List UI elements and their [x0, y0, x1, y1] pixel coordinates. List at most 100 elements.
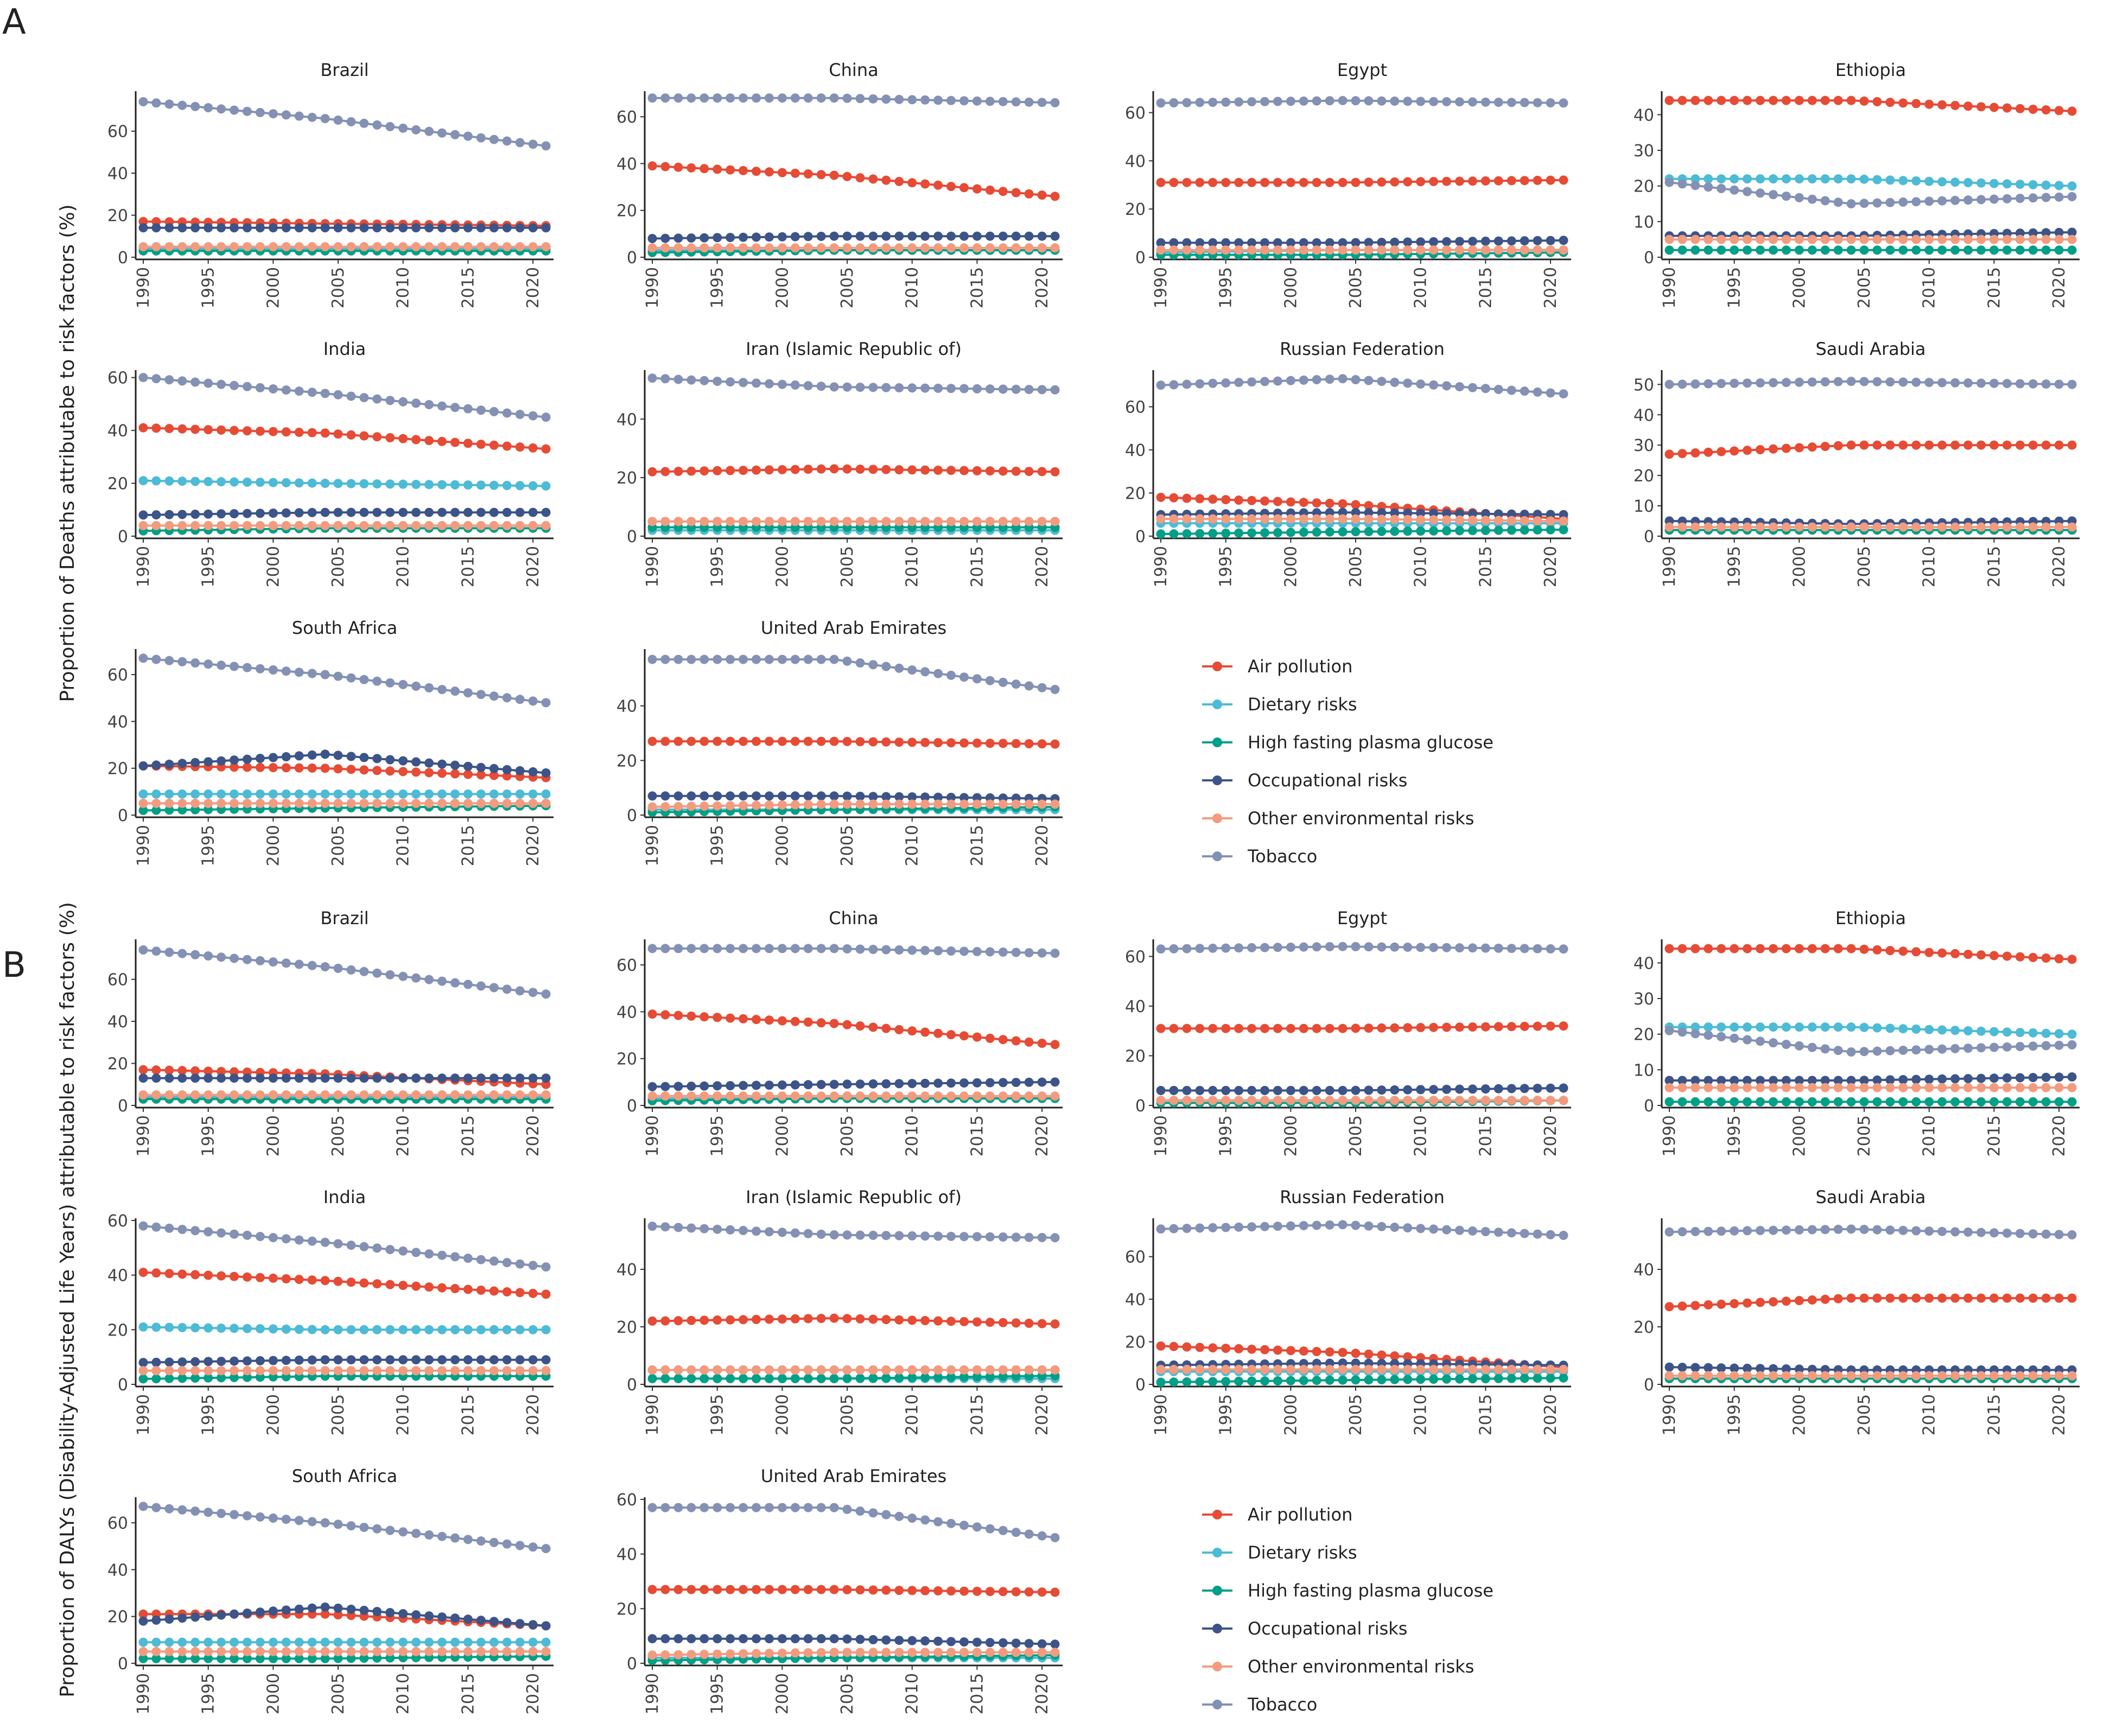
- data-point-tobacco: [2015, 1042, 2025, 1051]
- data-point-other-environmental-risks: [777, 243, 787, 253]
- data-point-tobacco: [255, 664, 265, 673]
- data-point-air-pollution: [920, 1027, 930, 1037]
- data-point-tobacco: [515, 138, 525, 148]
- data-point-air-pollution: [1976, 950, 1986, 960]
- data-point-dietary-risks: [294, 478, 304, 488]
- y-tick-label: 40: [1125, 152, 1146, 171]
- data-point-tobacco: [515, 986, 525, 996]
- data-point-tobacco: [1325, 374, 1334, 384]
- data-point-other-environmental-risks: [1050, 243, 1060, 253]
- data-point-tobacco: [398, 679, 408, 689]
- data-point-dietary-risks: [385, 1637, 395, 1647]
- data-point-dietary-risks: [151, 789, 161, 799]
- data-point-tobacco: [1924, 1226, 1934, 1236]
- data-point-tobacco: [1011, 948, 1021, 957]
- data-point-air-pollution: [726, 165, 735, 175]
- data-point-air-pollution: [1455, 1022, 1464, 1032]
- data-point-dietary-risks: [151, 1637, 161, 1647]
- data-point-occupational-risks: [1677, 1076, 1687, 1085]
- data-point-air-pollution: [230, 762, 239, 772]
- data-point-occupational-risks: [1690, 1363, 1700, 1372]
- data-point-occupational-risks: [1704, 1076, 1713, 1085]
- data-point-air-pollution: [1924, 1293, 1934, 1303]
- data-point-air-pollution: [700, 1315, 709, 1325]
- data-point-other-environmental-risks: [1403, 514, 1413, 524]
- data-point-occupational-risks: [164, 1614, 174, 1624]
- data-point-other-environmental-risks: [2002, 234, 2012, 244]
- data-point-tobacco: [1769, 190, 1778, 200]
- data-point-occupational-risks: [1911, 1074, 1921, 1084]
- data-point-occupational-risks: [946, 1078, 956, 1088]
- data-point-air-pollution: [2041, 105, 2051, 115]
- data-point-air-pollution: [2002, 951, 2012, 961]
- data-point-tobacco: [803, 1503, 813, 1512]
- data-point-dietary-risks: [164, 789, 174, 799]
- data-point-high-fasting-plasma-glucose: [647, 1373, 657, 1383]
- data-point-tobacco: [463, 1254, 473, 1263]
- data-point-tobacco: [177, 1505, 187, 1515]
- data-point-dietary-risks: [450, 789, 460, 799]
- data-point-dietary-risks: [1717, 174, 1726, 184]
- data-point-occupational-risks: [647, 1634, 657, 1644]
- series-line-tobacco: [652, 377, 1056, 391]
- data-point-tobacco: [1221, 943, 1231, 953]
- data-point-tobacco: [138, 1221, 148, 1231]
- data-point-other-environmental-risks: [164, 242, 174, 252]
- data-point-air-pollution: [1208, 1343, 1218, 1353]
- data-point-other-environmental-risks: [320, 798, 330, 808]
- data-point-high-fasting-plasma-glucose: [1846, 245, 1856, 255]
- data-point-high-fasting-plasma-glucose: [920, 1372, 930, 1382]
- data-point-occupational-risks: [151, 1357, 161, 1367]
- data-point-occupational-risks: [217, 1073, 226, 1083]
- data-point-other-environmental-risks: [307, 1366, 317, 1376]
- data-point-tobacco: [294, 1516, 304, 1525]
- data-point-other-environmental-risks: [1885, 234, 1895, 244]
- data-point-occupational-risks: [385, 755, 395, 765]
- data-point-tobacco: [881, 94, 891, 104]
- legend-key-point: [1212, 1700, 1222, 1709]
- data-point-tobacco: [1325, 942, 1334, 951]
- data-point-other-environmental-risks: [294, 521, 304, 530]
- data-point-occupational-risks: [1546, 510, 1555, 519]
- data-point-air-pollution: [842, 736, 852, 746]
- data-point-tobacco: [959, 96, 969, 106]
- data-point-other-environmental-risks: [1182, 1365, 1192, 1374]
- data-point-occupational-risks: [881, 1635, 891, 1645]
- data-point-dietary-risks: [424, 480, 434, 489]
- data-point-occupational-risks: [1507, 1084, 1516, 1093]
- data-point-tobacco: [1872, 1225, 1882, 1235]
- data-point-tobacco: [1442, 97, 1452, 106]
- data-point-occupational-risks: [907, 1636, 917, 1645]
- data-point-air-pollution: [1859, 944, 1869, 954]
- data-point-other-environmental-risks: [700, 1650, 709, 1659]
- data-point-tobacco: [1756, 1226, 1765, 1235]
- data-point-occupational-risks: [777, 791, 787, 801]
- facet-title: Saudi Arabia: [1815, 339, 1925, 359]
- data-point-tobacco: [1520, 1229, 1529, 1238]
- data-point-occupational-risks: [1312, 238, 1321, 247]
- data-point-occupational-risks: [946, 231, 956, 241]
- data-point-tobacco: [700, 654, 709, 664]
- data-point-tobacco: [190, 950, 200, 959]
- data-point-other-environmental-risks: [411, 521, 421, 530]
- data-point-tobacco: [2028, 1229, 2038, 1239]
- data-point-other-environmental-risks: [476, 521, 486, 530]
- data-point-occupational-risks: [385, 1355, 395, 1365]
- data-point-air-pollution: [1756, 96, 1765, 105]
- data-point-dietary-risks: [138, 1637, 148, 1647]
- data-point-dietary-risks: [1989, 1027, 1999, 1036]
- data-point-other-environmental-risks: [230, 1366, 239, 1376]
- data-point-tobacco: [1455, 97, 1464, 107]
- data-point-tobacco: [489, 1256, 499, 1266]
- legend-label: Occupational risks: [1248, 770, 1407, 791]
- data-point-other-environmental-risks: [463, 1366, 473, 1376]
- data-point-other-environmental-risks: [1260, 245, 1269, 255]
- data-point-tobacco: [752, 1226, 761, 1236]
- data-point-dietary-risks: [281, 478, 291, 487]
- data-point-air-pollution: [907, 1586, 917, 1595]
- data-point-other-environmental-risks: [894, 517, 904, 526]
- data-point-air-pollution: [907, 465, 917, 475]
- data-point-other-environmental-risks: [541, 1366, 551, 1376]
- data-point-other-environmental-risks: [437, 242, 447, 252]
- data-point-other-environmental-risks: [1704, 522, 1713, 532]
